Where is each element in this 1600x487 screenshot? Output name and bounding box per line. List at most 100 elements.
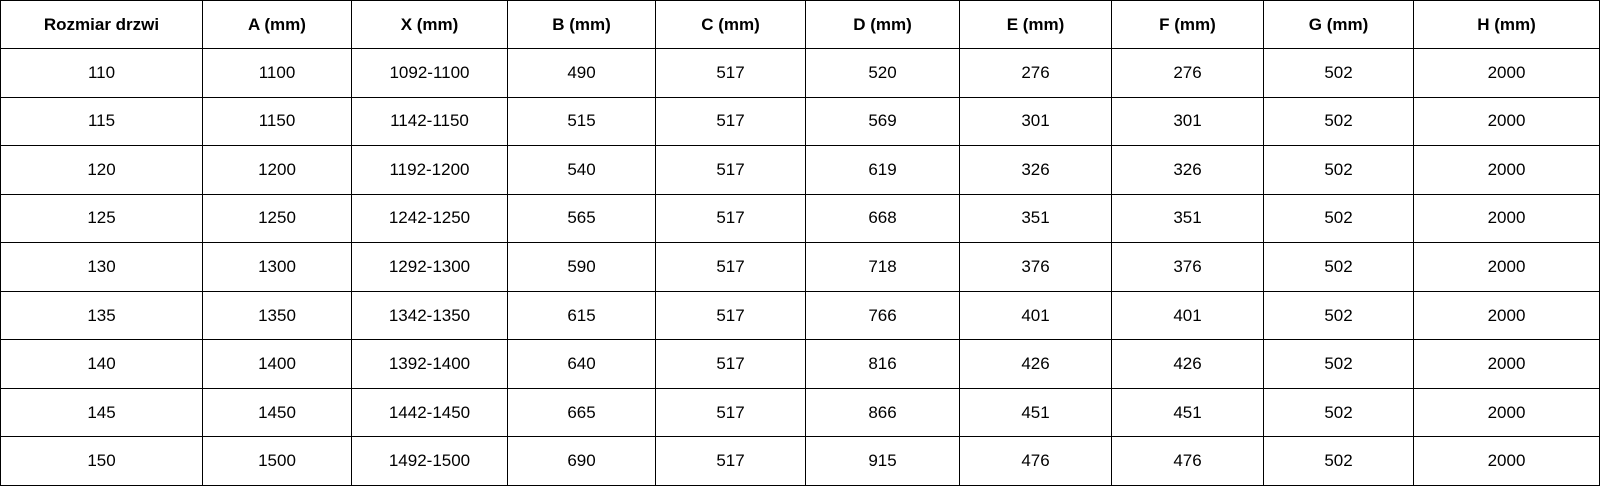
table-cell: 150 <box>0 436 203 486</box>
table-cell: 490 <box>507 48 656 98</box>
column-header: B (mm) <box>507 0 656 49</box>
table-cell: 640 <box>507 339 656 389</box>
table-cell: 502 <box>1263 339 1414 389</box>
table-cell: 2000 <box>1413 290 1600 341</box>
table-cell: 1500 <box>202 436 352 486</box>
table-header-row: Rozmiar drzwi A (mm) X (mm) B (mm) C (mm) D (… <box>0 0 1600 49</box>
table-cell: 426 <box>959 339 1112 389</box>
table-cell: 517 <box>655 339 806 389</box>
column-header: D (mm) <box>805 0 960 49</box>
table-cell: 476 <box>959 436 1112 486</box>
table-cell: 690 <box>507 436 656 486</box>
table-cell: 1200 <box>202 145 352 195</box>
table-cell: 565 <box>507 193 656 244</box>
table-cell: 451 <box>1111 387 1264 438</box>
table-row: 115 1150 1142-1150 515 517 569 301 301 502 2000 <box>0 96 1600 147</box>
table-header: Rozmiar drzwi A (mm) X (mm) B (mm) C (mm) D (… <box>0 0 1600 49</box>
table-cell: 590 <box>507 242 656 292</box>
table-cell: 376 <box>1111 242 1264 292</box>
table-cell: 376 <box>959 242 1112 292</box>
table-cell: 120 <box>0 145 203 195</box>
table-cell: 2000 <box>1413 436 1600 486</box>
table-cell: 517 <box>655 96 806 147</box>
table-cell: 2000 <box>1413 193 1600 244</box>
table-cell: 668 <box>805 193 960 244</box>
table-cell: 665 <box>507 387 656 438</box>
table-cell: 502 <box>1263 145 1414 195</box>
table-cell: 301 <box>1111 96 1264 147</box>
table-cell: 615 <box>507 290 656 341</box>
table-cell: 816 <box>805 339 960 389</box>
table-cell: 517 <box>655 193 806 244</box>
table-cell: 517 <box>655 242 806 292</box>
table-cell: 1492-1500 <box>351 436 508 486</box>
table-cell: 1300 <box>202 242 352 292</box>
column-header: E (mm) <box>959 0 1112 49</box>
column-header: C (mm) <box>655 0 806 49</box>
table-cell: 718 <box>805 242 960 292</box>
table-row: 150 1500 1492-1500 690 517 915 476 476 502 2000 <box>0 436 1600 486</box>
table-cell: 915 <box>805 436 960 486</box>
table-cell: 125 <box>0 193 203 244</box>
table-cell: 517 <box>655 387 806 438</box>
table-cell: 515 <box>507 96 656 147</box>
table-cell: 1442-1450 <box>351 387 508 438</box>
table-cell: 2000 <box>1413 48 1600 98</box>
table-cell: 451 <box>959 387 1112 438</box>
table-cell: 1400 <box>202 339 352 389</box>
table-cell: 1292-1300 <box>351 242 508 292</box>
table-cell: 476 <box>1111 436 1264 486</box>
table-cell: 326 <box>1111 145 1264 195</box>
table-row: 140 1400 1392-1400 640 517 816 426 426 502 2000 <box>0 339 1600 389</box>
column-header: A (mm) <box>202 0 352 49</box>
table-cell: 1450 <box>202 387 352 438</box>
table-cell: 276 <box>959 48 1112 98</box>
table-cell: 766 <box>805 290 960 341</box>
table-cell: 2000 <box>1413 339 1600 389</box>
table-cell: 2000 <box>1413 96 1600 147</box>
table-cell: 502 <box>1263 387 1414 438</box>
table-cell: 401 <box>959 290 1112 341</box>
table-row: 120 1200 1192-1200 540 517 619 326 326 502 2000 <box>0 145 1600 195</box>
table-cell: 517 <box>655 436 806 486</box>
column-header: X (mm) <box>351 0 508 49</box>
table-cell: 1250 <box>202 193 352 244</box>
table-cell: 1150 <box>202 96 352 147</box>
table-cell: 1350 <box>202 290 352 341</box>
table-cell: 1242-1250 <box>351 193 508 244</box>
table-cell: 619 <box>805 145 960 195</box>
table-cell: 326 <box>959 145 1112 195</box>
table-cell: 140 <box>0 339 203 389</box>
table-body: 110 1100 1092-1100 490 517 520 276 276 502 2000 11… <box>0 48 1600 486</box>
table-cell: 502 <box>1263 436 1414 486</box>
column-header: G (mm) <box>1263 0 1414 49</box>
table-cell: 1142-1150 <box>351 96 508 147</box>
table-cell: 426 <box>1111 339 1264 389</box>
table-row: 110 1100 1092-1100 490 517 520 276 276 502 2000 <box>0 48 1600 98</box>
table-cell: 569 <box>805 96 960 147</box>
table-cell: 276 <box>1111 48 1264 98</box>
table-row: 130 1300 1292-1300 590 517 718 376 376 502 2000 <box>0 242 1600 292</box>
table-cell: 502 <box>1263 48 1414 98</box>
table-cell: 520 <box>805 48 960 98</box>
table-cell: 145 <box>0 387 203 438</box>
table-row: 135 1350 1342-1350 615 517 766 401 401 502 2000 <box>0 290 1600 341</box>
table-row: 125 1250 1242-1250 565 517 668 351 351 502 2000 <box>0 193 1600 244</box>
table-cell: 110 <box>0 48 203 98</box>
table-cell: 1342-1350 <box>351 290 508 341</box>
table-cell: 517 <box>655 145 806 195</box>
table-cell: 502 <box>1263 96 1414 147</box>
table-cell: 540 <box>507 145 656 195</box>
table-cell: 115 <box>0 96 203 147</box>
table-cell: 866 <box>805 387 960 438</box>
table-cell: 135 <box>0 290 203 341</box>
table-cell: 301 <box>959 96 1112 147</box>
table-cell: 517 <box>655 48 806 98</box>
table-cell: 1092-1100 <box>351 48 508 98</box>
column-header: H (mm) <box>1413 0 1600 49</box>
table-cell: 502 <box>1263 290 1414 341</box>
table-row: 145 1450 1442-1450 665 517 866 451 451 502 2000 <box>0 387 1600 438</box>
table-cell: 2000 <box>1413 387 1600 438</box>
